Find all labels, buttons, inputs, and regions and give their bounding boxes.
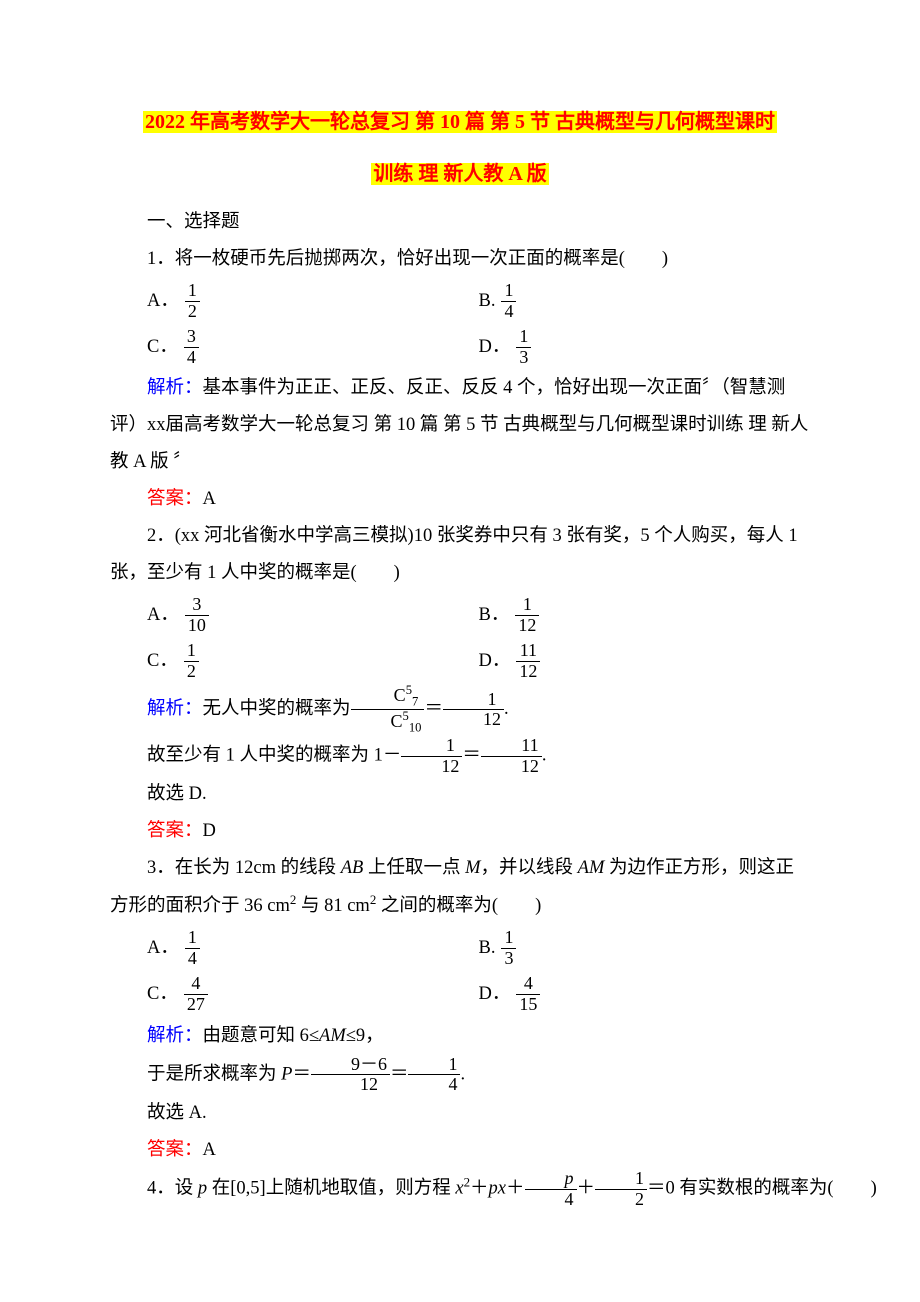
q3-options: A． 1 4 B. 1 3 C． 4 27 D． 4 15 [147, 926, 810, 1018]
q3-analysis-line1: 解析：由题意可知 6≤AM≤9， [110, 1018, 810, 1055]
q3-option-c: C． 4 27 [147, 972, 479, 1018]
option-label: C． [147, 643, 178, 680]
q3-option-b: B. 1 3 [479, 926, 811, 972]
option-label: A． [147, 930, 179, 967]
q2-analysis-line1: 解析：无人中奖的概率为C57C510＝112. [110, 684, 810, 736]
doc-title-2: 训练 理 新人教 A 版 [371, 163, 548, 185]
fraction: 1 12 [515, 595, 539, 636]
q1-stem: 1．将一枚硬币先后抛掷两次，恰好出现一次正面的概率是( ) [110, 241, 810, 278]
answer-label: 答案： [147, 821, 203, 841]
q2-option-a: A． 3 10 [147, 592, 479, 638]
answer-text: A [203, 489, 216, 509]
option-label: A． [147, 597, 179, 634]
title-line-2: 训练 理 新人教 A 版 [110, 152, 810, 196]
doc-title-1: 2022 年高考数学大一轮总复习 第 10 篇 第 5 节 古典概型与几何概型课… [143, 111, 777, 133]
fraction: 1 2 [185, 281, 200, 322]
option-label: C． [147, 329, 178, 366]
fraction: 11 12 [516, 641, 540, 682]
answer-label: 答案： [147, 1140, 203, 1160]
fraction: 1 4 [185, 928, 200, 969]
option-label: C． [147, 976, 178, 1013]
q3-analysis-line3: 故选 A. [110, 1095, 810, 1132]
option-label: D． [479, 643, 511, 680]
q2-stem: 2．(xx 河北省衡水中学高三模拟)10 张奖券中只有 3 张有奖，5 个人购买… [110, 518, 810, 592]
q2-analysis-line3: 故选 D. [110, 776, 810, 813]
q1-option-a: A． 1 2 [147, 278, 479, 324]
title-line-1: 2022 年高考数学大一轮总复习 第 10 篇 第 5 节 古典概型与几何概型课… [110, 100, 810, 144]
q1-answer: 答案：A [110, 481, 810, 518]
q2-option-d: D． 11 12 [479, 638, 811, 684]
q4-stem: 4．设 p 在[0,5]上随机地取值，则方程 x2＋px＋p4＋12＝0 有实数… [110, 1169, 810, 1210]
q3-option-a: A． 1 4 [147, 926, 479, 972]
q3-option-d: D． 4 15 [479, 972, 811, 1018]
fraction: 1112 [481, 736, 542, 777]
q3-answer: 答案：A [110, 1132, 810, 1169]
page-content: 2022 年高考数学大一轮总复习 第 10 篇 第 5 节 古典概型与几何概型课… [0, 0, 920, 1270]
fraction: 112 [443, 690, 504, 731]
option-label: D． [479, 329, 511, 366]
fraction: 1 3 [501, 928, 516, 969]
fraction: 4 27 [184, 974, 208, 1015]
answer-text: A [203, 1140, 216, 1160]
option-label: B. [479, 283, 496, 320]
q2-answer: 答案：D [110, 813, 810, 850]
fraction: 3 10 [185, 595, 209, 636]
analysis-text: 无人中奖的概率为 [203, 699, 351, 719]
analysis-label: 解析： [147, 378, 203, 398]
fraction: C57C510 [351, 684, 425, 736]
section-1-heading: 一、选择题 [110, 204, 810, 241]
fraction: 1 3 [516, 327, 531, 368]
fraction: 3 4 [184, 327, 199, 368]
q1-options: A． 1 2 B. 1 4 C． 3 4 D． 1 3 [147, 278, 810, 370]
fraction: 12 [595, 1169, 647, 1210]
answer-text: D [203, 821, 216, 841]
answer-label: 答案： [147, 489, 203, 509]
analysis-label: 解析： [147, 699, 203, 719]
q3-analysis-line2: 于是所求概率为 P＝9－612＝14. [110, 1055, 810, 1096]
q2-option-c: C． 1 2 [147, 638, 479, 684]
fraction: 9－612 [311, 1055, 390, 1096]
analysis-text: 故至少有 1 人中奖的概率为 1－ [147, 745, 401, 765]
fraction: p4 [525, 1169, 577, 1210]
option-label: B． [479, 597, 510, 634]
q3-stem: 3．在长为 12cm 的线段 AB 上任取一点 M，并以线段 AM 为边作正方形… [110, 850, 810, 925]
analysis-label: 解析： [147, 1026, 203, 1046]
q1-option-b: B. 1 4 [479, 278, 811, 324]
fraction: 1 2 [184, 641, 199, 682]
q2-options: A． 3 10 B． 1 12 C． 1 2 D． 11 12 [147, 592, 810, 684]
option-label: B. [479, 930, 496, 967]
q2-option-b: B． 1 12 [479, 592, 811, 638]
fraction: 1 4 [501, 281, 516, 322]
q1-option-d: D． 1 3 [479, 324, 811, 370]
option-label: D． [479, 976, 511, 1013]
q1-option-c: C． 3 4 [147, 324, 479, 370]
q1-analysis: 解析：基本事件为正正、正反、反正、反反 4 个，恰好出现一次正面〞（智慧测评）x… [110, 370, 810, 481]
q2-analysis-line2: 故至少有 1 人中奖的概率为 1－112＝1112. [110, 736, 810, 777]
fraction: 4 15 [516, 974, 540, 1015]
option-label: A． [147, 283, 179, 320]
fraction: 14 [408, 1055, 460, 1096]
analysis-text: 基本事件为正正、正反、反正、反反 4 个，恰好出现一次正面〞（智慧测评）xx届高… [110, 378, 808, 472]
fraction: 112 [401, 736, 462, 777]
